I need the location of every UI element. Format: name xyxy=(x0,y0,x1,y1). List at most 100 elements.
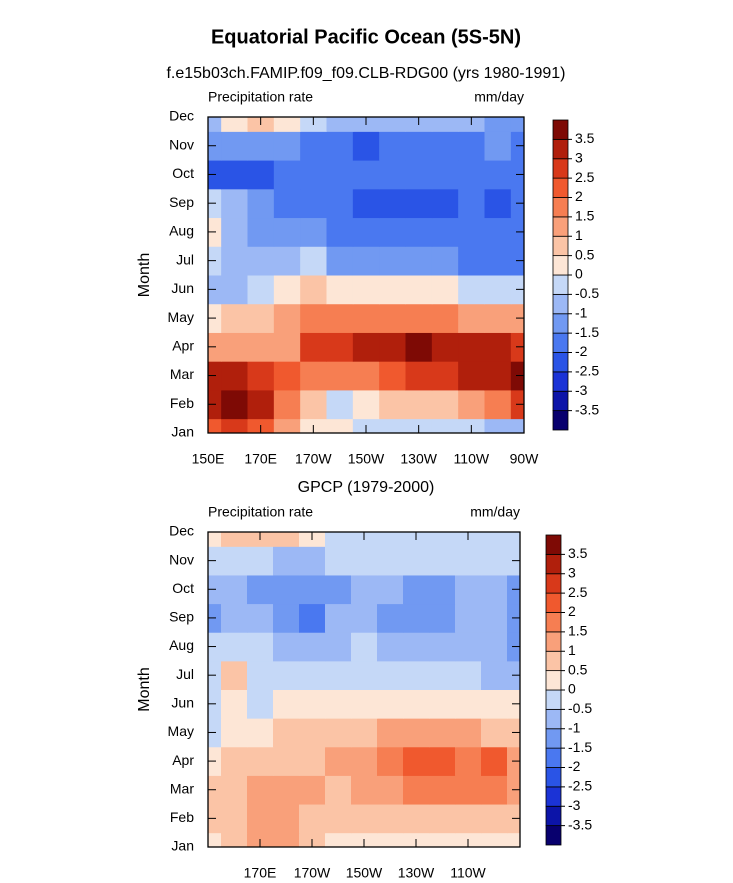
colorbar-box xyxy=(545,689,562,710)
colorbar-label: -3.5 xyxy=(575,401,599,417)
contour-cell xyxy=(379,188,406,219)
contour-cell xyxy=(273,603,300,633)
colorbar-box xyxy=(545,631,562,652)
colorbar-label: 2 xyxy=(575,188,583,204)
colorbar-label: 0 xyxy=(568,681,576,697)
contour-cell xyxy=(221,275,248,305)
colorbar-box xyxy=(545,728,562,749)
contour-cell xyxy=(458,389,485,420)
colorbar-label: -1.5 xyxy=(575,324,599,340)
contour-cell xyxy=(455,603,482,633)
contour-cell xyxy=(431,418,459,433)
contour-cell xyxy=(273,160,301,190)
contour-cell xyxy=(273,574,300,605)
contour-cell xyxy=(458,188,485,219)
contour-cell xyxy=(429,689,456,719)
contour-cell xyxy=(352,361,380,391)
contour-cell xyxy=(247,718,274,748)
contour-cell xyxy=(429,603,456,633)
contour-cell xyxy=(352,131,380,161)
contour-cell xyxy=(429,775,456,805)
y-tick-label: Feb xyxy=(170,395,194,411)
contour-cell xyxy=(299,574,326,605)
contour-cell xyxy=(455,546,482,576)
colorbar-label: 3 xyxy=(568,564,576,580)
x-tick-label: 110W xyxy=(450,865,486,881)
colorbar-box xyxy=(552,177,569,198)
contour-cell xyxy=(458,160,485,190)
colorbar-label: 1.5 xyxy=(575,208,595,224)
contour-cell xyxy=(481,775,508,805)
y-tick-label: Nov xyxy=(169,136,194,152)
colorbar-box xyxy=(545,767,562,788)
contour-cell xyxy=(247,303,275,333)
colorbar-box xyxy=(545,573,562,594)
contour-cell xyxy=(405,389,433,420)
contour-cell xyxy=(273,804,300,834)
contour-cell xyxy=(458,332,485,362)
contour-cell xyxy=(273,532,300,547)
contour-cell xyxy=(403,804,430,834)
colorbar-box xyxy=(545,708,562,730)
contour-cell xyxy=(403,574,430,605)
contour-cell xyxy=(377,546,404,576)
y-tick-label: Jan xyxy=(171,424,194,440)
contour-cell xyxy=(484,188,512,219)
contour-cell xyxy=(273,546,300,576)
contour-cell xyxy=(273,303,301,333)
contour-field xyxy=(208,117,524,433)
colorbar-box xyxy=(545,805,562,827)
contour-cell xyxy=(351,632,378,662)
contour-cell xyxy=(403,660,430,690)
y-tick-label: Oct xyxy=(172,165,194,181)
contour-cell xyxy=(247,332,275,362)
contour-cell xyxy=(221,718,248,748)
contour-cell xyxy=(221,117,248,132)
contour-cell xyxy=(379,303,406,333)
y-tick-label: May xyxy=(168,309,194,325)
contour-cell xyxy=(221,217,248,247)
colorbar-label: 3.5 xyxy=(575,130,595,146)
contour-cell xyxy=(379,160,406,190)
contour-cell xyxy=(484,117,512,132)
contour-cell xyxy=(299,689,326,719)
x-tick-label: 110W xyxy=(454,451,490,467)
colorbar-box xyxy=(552,255,569,276)
x-tick-label: 150W xyxy=(346,865,383,881)
contour-cell xyxy=(221,532,248,547)
contour-cell xyxy=(273,332,301,362)
contour-cell xyxy=(221,632,248,662)
contour-cell xyxy=(458,303,485,333)
contour-cell xyxy=(299,660,326,690)
colorbar-box xyxy=(552,197,569,218)
colorbar-box xyxy=(545,612,562,633)
contour-cell xyxy=(481,718,508,748)
colorbar-box xyxy=(545,825,562,846)
contour-cell xyxy=(247,660,274,690)
y-tick-label: Mar xyxy=(170,366,194,382)
y-tick-label: Aug xyxy=(169,223,194,239)
contour-cell xyxy=(405,246,433,276)
contour-cell xyxy=(299,632,326,662)
contour-cell xyxy=(326,246,354,276)
contour-cell xyxy=(403,546,430,576)
contour-cell xyxy=(221,188,248,219)
subtitle: f.e15b03ch.FAMIP.f09_f09.CLB-RDG00 (yrs … xyxy=(166,65,565,82)
contour-cell xyxy=(484,275,512,305)
contour-cell xyxy=(247,217,275,247)
contour-cell xyxy=(484,389,512,420)
contour-cell xyxy=(221,131,248,161)
colorbar-label: 2.5 xyxy=(568,584,588,600)
contour-cell xyxy=(247,603,274,633)
contour-cell xyxy=(325,546,352,576)
colorbar-label: -3.5 xyxy=(568,816,592,832)
x-tick-label: 170W xyxy=(295,451,332,467)
contour-cell xyxy=(379,117,406,132)
contour-cell xyxy=(455,804,482,834)
contour-cell xyxy=(429,804,456,834)
contour-cell xyxy=(379,246,406,276)
contour-cell xyxy=(352,160,380,190)
contour-cell xyxy=(429,746,456,776)
contour-cell xyxy=(405,217,433,247)
subtitle: GPCP (1979-2000) xyxy=(298,479,435,496)
